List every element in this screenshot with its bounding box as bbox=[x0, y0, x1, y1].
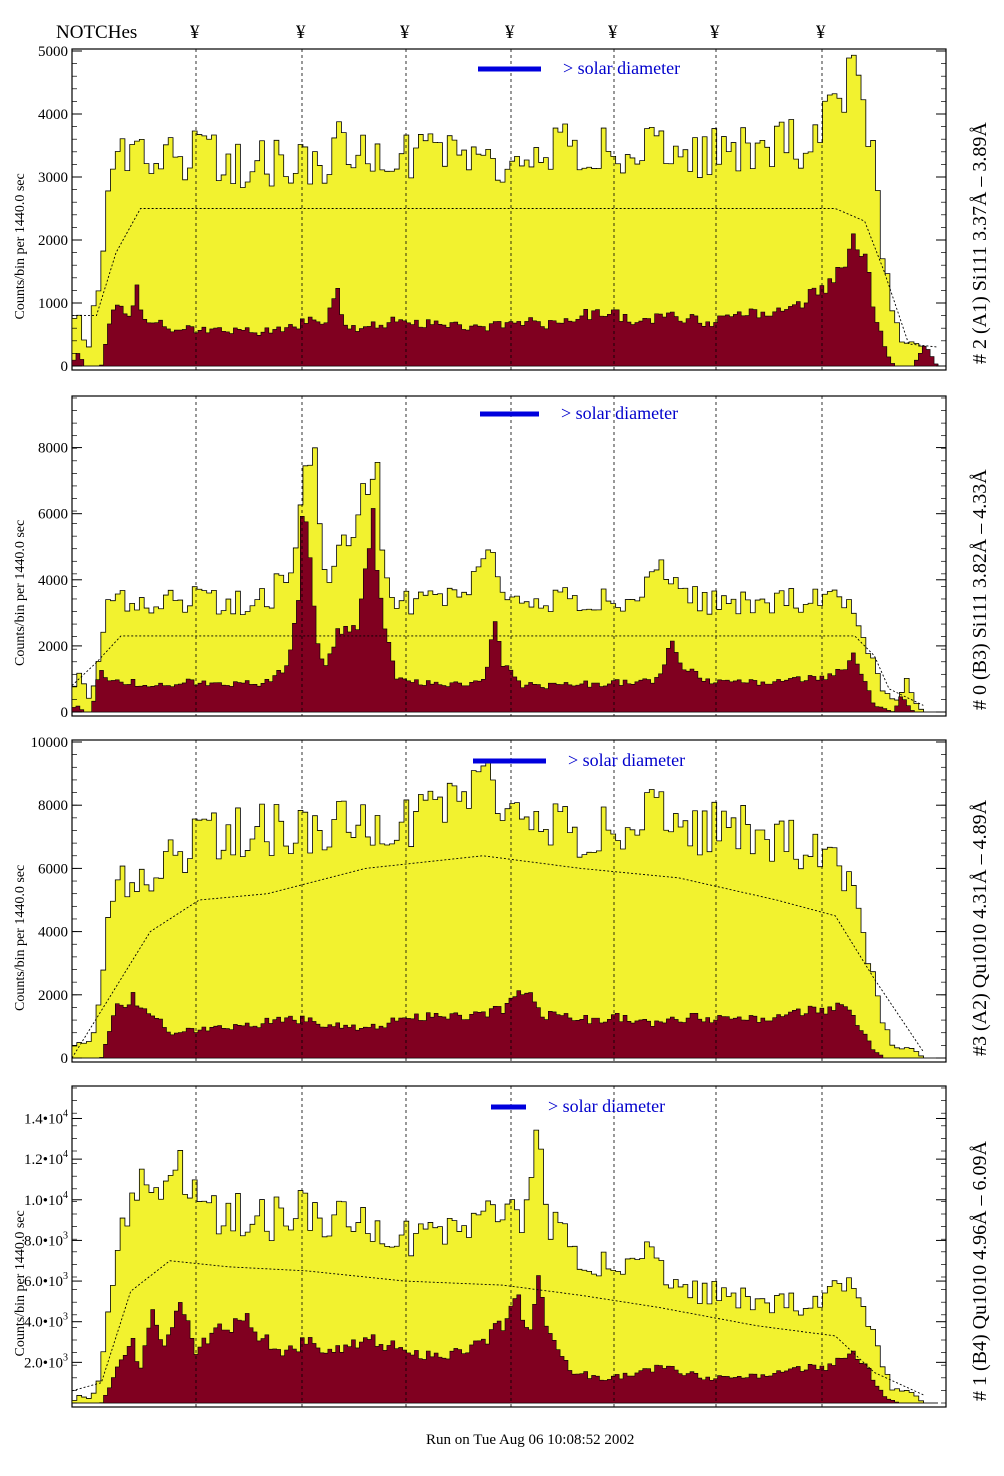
solar-diameter-legend: > solar diameter bbox=[561, 403, 678, 423]
y-tick-label: 8000 bbox=[38, 441, 68, 457]
notch-marker: ¥ bbox=[296, 22, 306, 43]
y-tick-label: 2000 bbox=[38, 639, 68, 655]
reference-curve bbox=[71, 855, 924, 1059]
chart-panel: 0 2000 4000 6000 8000 10000 Counts/bin per 144… bbox=[13, 735, 991, 1067]
total-counts-series bbox=[71, 1129, 938, 1404]
total-counts-series bbox=[71, 447, 938, 713]
detector-range-label: # 1 (B4) Qu1010 4.96Å – 6.09Å bbox=[969, 1140, 991, 1401]
notch-marker: ¥ bbox=[710, 22, 720, 43]
chart-panel: 0 2000 4000 6000 8000 Counts/bin per 1440.0 s… bbox=[13, 395, 991, 721]
y-tick-label: 1.2•104 bbox=[24, 1149, 68, 1168]
y-tick-label: 0 bbox=[61, 705, 69, 721]
y-tick-label: 4000 bbox=[38, 925, 68, 941]
y-tick-label: 4000 bbox=[38, 573, 68, 589]
y-tick-label: 0 bbox=[61, 359, 69, 375]
y-axis-label: Counts/bin per 1440.0 sec bbox=[13, 865, 28, 1011]
y-tick-label: 10000 bbox=[31, 735, 69, 751]
chart-panels: 0 1000 2000 3000 4000 5000 Counts/bin per 1440… bbox=[13, 44, 991, 1408]
y-tick-label: 0 bbox=[61, 1051, 69, 1067]
y-tick-label: 4000 bbox=[38, 107, 68, 123]
y-tick-label: 3000 bbox=[38, 170, 68, 186]
detector-range-label: # 0 (B3) Si111 3.82Å – 4.33Å bbox=[969, 469, 991, 710]
chart-panel: 0 1000 2000 3000 4000 5000 Counts/bin per 1440… bbox=[13, 44, 991, 375]
y-tick-label: 6000 bbox=[38, 861, 68, 877]
y-tick-label: 1000 bbox=[38, 296, 68, 312]
y-tick-label: 4.0•103 bbox=[24, 1312, 68, 1331]
y-axis-label: Counts/bin per 1440.0 sec bbox=[13, 1210, 28, 1356]
y-tick-label: 6000 bbox=[38, 507, 68, 523]
subset-counts-series bbox=[71, 233, 939, 367]
detector-range-label: #3 (A2) Qu1010 4.31Å – 4.89Å bbox=[969, 799, 991, 1056]
notch-marker: ¥ bbox=[400, 22, 410, 43]
y-tick-label: 5000 bbox=[38, 44, 68, 60]
subset-counts-series bbox=[72, 1275, 938, 1404]
notch-marker: ¥ bbox=[816, 22, 826, 43]
notch-markers: ¥ ¥ ¥ ¥ ¥ ¥ ¥ bbox=[190, 22, 826, 43]
total-counts-series bbox=[71, 762, 938, 1059]
y-tick-label: 8.0•103 bbox=[24, 1230, 68, 1249]
subset-counts-series bbox=[71, 508, 938, 713]
notches-label: NOTCHes bbox=[56, 22, 137, 43]
reference-curve bbox=[71, 635, 924, 706]
notch-marker: ¥ bbox=[190, 22, 200, 43]
y-axis-label: Counts/bin per 1440.0 sec bbox=[13, 173, 28, 319]
y-axis-label: Counts/bin per 1440.0 sec bbox=[13, 520, 28, 666]
chart-panel: 2.0•103 4.0•103 6.0•103 8.0•103 1.0•104 1.2•1… bbox=[13, 1085, 991, 1408]
notch-marker: ¥ bbox=[505, 22, 515, 43]
total-counts-series bbox=[71, 54, 939, 367]
y-tick-label: 1.0•104 bbox=[24, 1190, 68, 1209]
y-tick-label: 2000 bbox=[38, 988, 68, 1004]
notch-marker: ¥ bbox=[608, 22, 618, 43]
y-tick-label: 2000 bbox=[38, 233, 68, 249]
run-timestamp: Run on Tue Aug 06 10:08:52 2002 bbox=[426, 1432, 634, 1448]
y-tick-label: 8000 bbox=[38, 798, 68, 814]
solar-diameter-legend: > solar diameter bbox=[568, 750, 685, 770]
reference-curve bbox=[72, 208, 939, 348]
y-tick-label: 6.0•103 bbox=[24, 1271, 68, 1290]
solar-diameter-legend: > solar diameter bbox=[548, 1096, 665, 1116]
detector-range-label: # 2 (A1) Si111 3.37Å – 3.89Å bbox=[969, 122, 991, 364]
y-tick-label: 1.4•104 bbox=[24, 1108, 68, 1127]
subset-counts-series bbox=[72, 990, 938, 1059]
solar-diameter-legend: > solar diameter bbox=[563, 58, 680, 78]
y-tick-label: 2.0•103 bbox=[24, 1352, 68, 1371]
